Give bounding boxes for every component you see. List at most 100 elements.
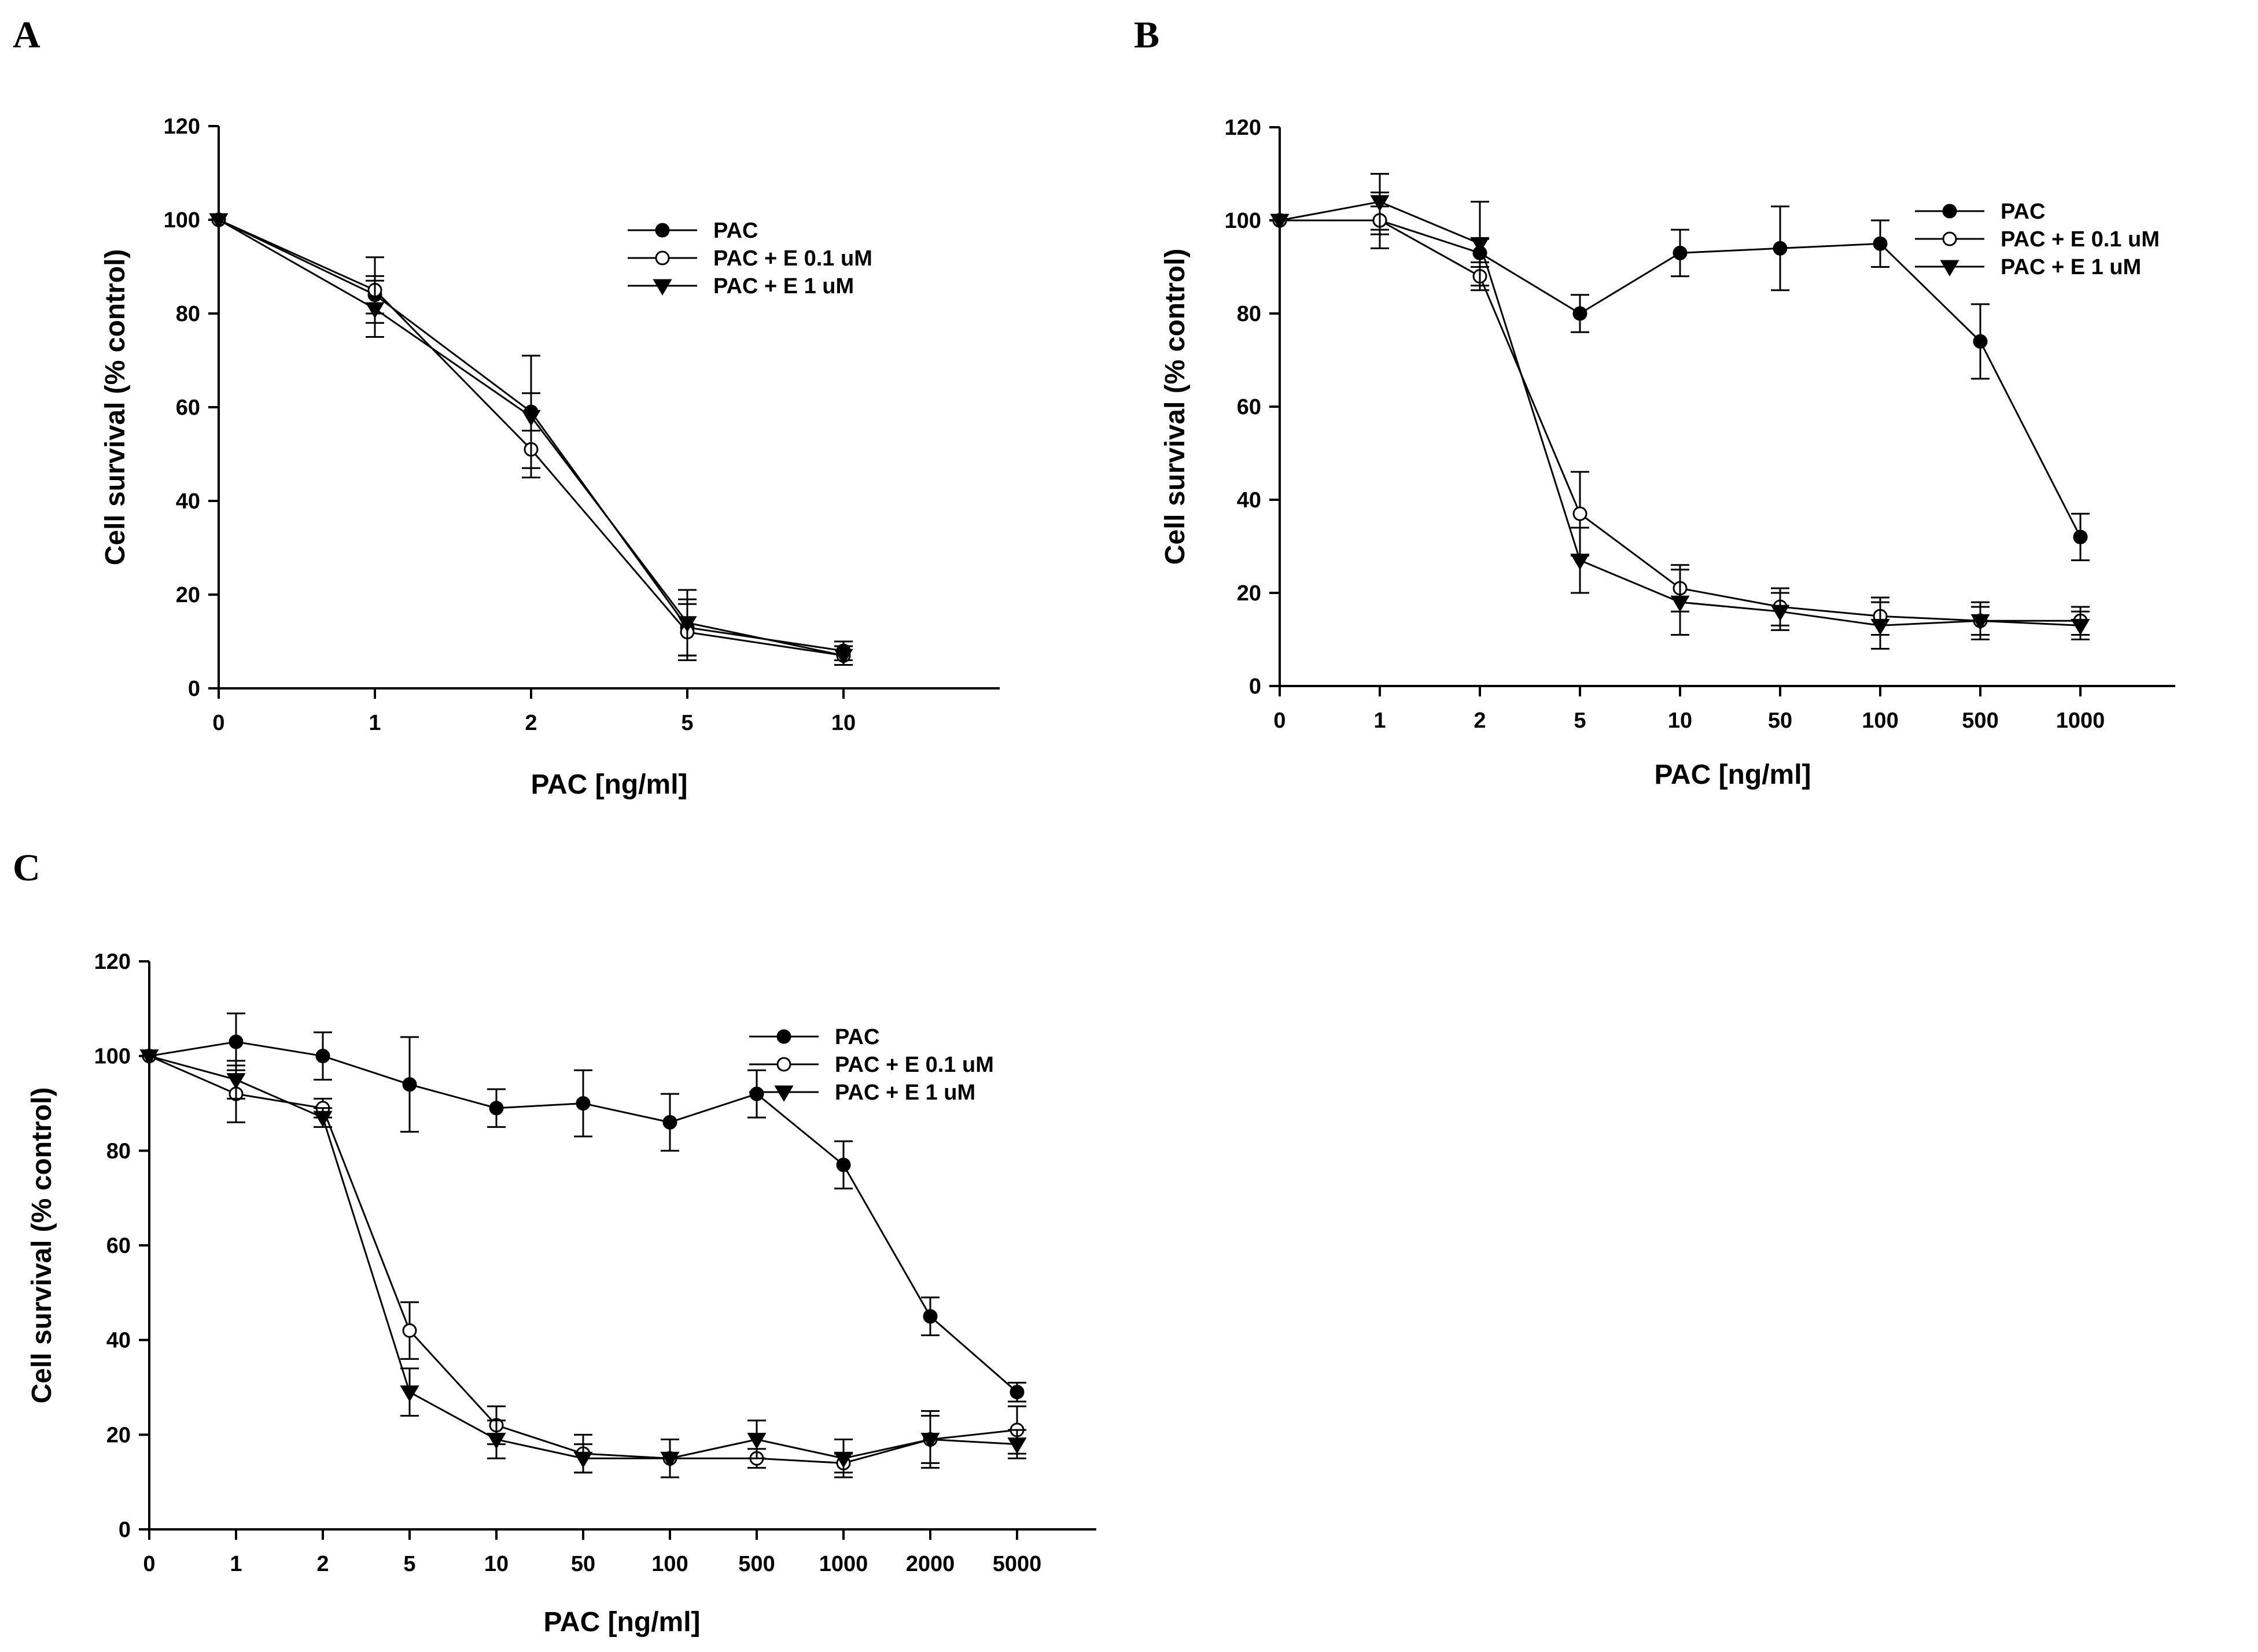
legend-item-c-pac-e-1-um: PAC + E 1 uM — [749, 1081, 975, 1105]
x-tick-label-a-2: 2 — [525, 711, 537, 735]
y-tick-label-b-60: 60 — [1237, 395, 1261, 419]
y-tick-label-c-80: 80 — [106, 1139, 131, 1163]
x-tick-label-b-2: 2 — [1474, 709, 1486, 733]
series-c-pac — [142, 1012, 1026, 1403]
y-tick-label-c-100: 100 — [94, 1045, 131, 1069]
data-point-c-pac-7 — [749, 1086, 764, 1101]
y-tick-label-c-20: 20 — [106, 1423, 131, 1447]
y-tick-label-b-20: 20 — [1237, 581, 1261, 606]
y-tick-label-b-0: 0 — [1249, 674, 1261, 699]
data-point-c-pac-e-1-um-6 — [660, 1451, 680, 1469]
data-point-b-pac-8 — [2073, 529, 2088, 544]
legend-item-c-pac-e-0-1-um: PAC + E 0.1 uM — [749, 1053, 994, 1077]
legend-label-a-pac-e-0-1-um: PAC + E 0.1 uM — [713, 246, 872, 271]
x-tick-label-c-2: 2 — [316, 1552, 329, 1576]
y-tick-label-a-100: 100 — [164, 208, 200, 233]
y-tick-label-c-40: 40 — [106, 1329, 131, 1353]
legend-marker-b-pac-e-1-um — [1940, 260, 1959, 276]
x-tick-label-b-500: 500 — [1962, 709, 1998, 733]
data-point-b-pac-4 — [1673, 245, 1688, 260]
x-axis-title-c: PAC [ng/ml] — [543, 1607, 700, 1638]
data-point-b-pac-e-1-um-0 — [1270, 213, 1290, 230]
data-point-c-pac-e-1-um-8 — [834, 1451, 853, 1469]
data-point-c-pac-6 — [662, 1115, 677, 1130]
data-point-b-pac-e-1-um-1 — [1370, 195, 1390, 212]
legend-marker-c-pac-e-0-1-um — [776, 1057, 791, 1072]
data-point-a-pac-e-1-um-4 — [834, 648, 853, 666]
x-tick-label-c-500: 500 — [738, 1552, 775, 1576]
data-point-a-pac-e-1-um-3 — [677, 616, 697, 633]
data-point-b-pac-e-1-um-2 — [1470, 237, 1490, 254]
legend-item-b-pac-e-0-1-um: PAC + E 0.1 uM — [1915, 227, 2160, 252]
y-tick-label-b-40: 40 — [1237, 488, 1261, 512]
y-tick-label-c-60: 60 — [106, 1234, 131, 1258]
x-tick-label-b-5: 5 — [1574, 709, 1586, 733]
data-point-b-pac-6 — [1873, 236, 1888, 251]
series-b-pac-e-1-um — [1270, 173, 2090, 650]
x-tick-label-b-0: 0 — [1273, 709, 1285, 733]
panel-label-b: B — [1134, 14, 1159, 56]
series-line-b-pac-e-0-1-um — [1280, 219, 2080, 622]
x-tick-label-b-100: 100 — [1862, 709, 1898, 733]
legend-marker-a-pac-e-1-um — [653, 279, 672, 296]
x-tick-label-c-50: 50 — [571, 1552, 595, 1576]
x-tick-label-b-1: 1 — [1373, 709, 1386, 733]
x-tick-label-c-0: 0 — [143, 1552, 155, 1576]
data-point-c-pac-3 — [402, 1077, 417, 1092]
data-point-c-pac-e-1-um-4 — [487, 1433, 506, 1450]
data-point-b-pac-e-1-um-4 — [1670, 595, 1690, 612]
x-tick-label-a-10: 10 — [831, 711, 856, 735]
y-tick-label-c-120: 120 — [94, 950, 131, 974]
legend-label-b-pac: PAC — [2001, 200, 2045, 224]
y-tick-label-a-120: 120 — [164, 115, 200, 139]
data-point-c-pac-e-1-um-1 — [226, 1073, 246, 1090]
legend-label-b-pac-e-0-1-um: PAC + E 0.1 uM — [2001, 227, 2160, 252]
x-axis-title-a: PAC [ng/ml] — [531, 769, 687, 800]
y-tick-label-c-0: 0 — [119, 1518, 131, 1542]
legend-item-b-pac: PAC — [1915, 200, 2045, 224]
data-point-b-pac-7 — [1973, 334, 1988, 349]
data-point-c-pac-8 — [836, 1157, 851, 1172]
y-tick-label-a-0: 0 — [188, 677, 200, 701]
data-point-c-pac-4 — [489, 1101, 504, 1116]
legend-marker-c-pac — [776, 1029, 791, 1044]
data-point-a-pac-e-1-um-1 — [365, 302, 385, 319]
x-tick-label-c-2000: 2000 — [906, 1552, 955, 1576]
x-tick-label-c-1000: 1000 — [819, 1552, 868, 1576]
y-tick-label-b-120: 120 — [1225, 116, 1261, 140]
legend-item-c-pac: PAC — [749, 1025, 879, 1049]
legend-marker-c-pac-e-1-um — [774, 1085, 794, 1102]
data-point-b-pac-e-1-um-3 — [1570, 554, 1590, 570]
legend-marker-b-pac-e-0-1-um — [1942, 231, 1957, 246]
legend-marker-a-pac-e-0-1-um — [655, 250, 670, 266]
legend-label-b-pac-e-1-um: PAC + E 1 uM — [2001, 255, 2141, 279]
panel-label-c: C — [13, 847, 40, 889]
series-c-pac-e-0-1-um — [142, 1049, 1026, 1478]
y-axis-title-c: Cell survival (% control) — [27, 1087, 57, 1404]
data-point-c-pac-1 — [229, 1034, 244, 1049]
y-axis-title-a: Cell survival (% control) — [100, 249, 131, 566]
data-point-c-pac-10 — [1010, 1385, 1025, 1400]
y-tick-label-b-80: 80 — [1237, 302, 1261, 326]
y-tick-label-a-20: 20 — [176, 583, 200, 607]
x-tick-label-c-5: 5 — [403, 1552, 415, 1576]
legend-label-a-pac: PAC — [713, 219, 758, 243]
chart-panel-a: A 0 20 40 60 80 100 120 0 1 2 5 10 PAC [ng/ml] Cell su… — [13, 14, 1000, 800]
data-point-c-pac-e-1-um-3 — [400, 1385, 419, 1402]
data-point-b-pac-e-1-um-5 — [1770, 604, 1790, 622]
legend-item-a-pac: PAC — [628, 219, 758, 243]
x-tick-label-c-1: 1 — [230, 1552, 242, 1576]
data-point-c-pac-e-1-um-7 — [747, 1433, 767, 1450]
data-point-c-pac-9 — [923, 1309, 938, 1324]
x-tick-label-c-10: 10 — [484, 1552, 509, 1576]
x-tick-label-a-0: 0 — [212, 711, 224, 735]
data-point-c-pac-e-0-1-um-3 — [402, 1323, 417, 1338]
data-point-c-pac-e-1-um-0 — [139, 1049, 159, 1066]
series-a-pac-e-1-um — [209, 213, 853, 666]
legend-marker-a-pac — [655, 223, 670, 238]
data-point-c-pac-5 — [576, 1096, 591, 1111]
legend-label-c-pac-e-1-um: PAC + E 1 uM — [835, 1081, 975, 1105]
data-point-c-pac-e-1-um-9 — [920, 1433, 940, 1450]
y-tick-label-a-60: 60 — [176, 396, 200, 420]
